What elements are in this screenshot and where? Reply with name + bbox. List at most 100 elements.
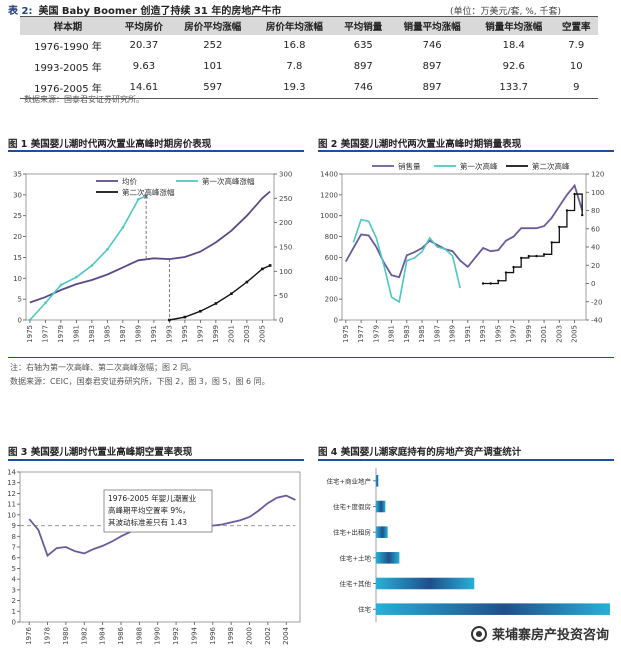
- table-source: 数据来源：国泰君安证券研究所。: [24, 95, 144, 104]
- x-tick-label: 1987: [433, 325, 441, 343]
- annotation-text: 高峰期平均空置率 9%，: [108, 505, 190, 515]
- fig3-rule: [8, 459, 304, 461]
- second-peak-point: [489, 282, 492, 285]
- bar: [376, 603, 610, 615]
- x-tick-label: 1993: [165, 325, 173, 343]
- x-tick-label: 2000: [246, 627, 254, 645]
- header-sample-period: 样本期: [20, 16, 116, 35]
- header-vacancy-rate: 空置率: [554, 16, 598, 35]
- x-tick-label: 1996: [209, 626, 217, 644]
- y-tick-label: 4: [12, 576, 17, 584]
- second-peak-point: [565, 209, 569, 212]
- x-tick-label: 1977: [357, 325, 365, 343]
- y-tick-label: 1000: [320, 212, 338, 220]
- x-tick-label: 1978: [44, 627, 52, 645]
- second-peak-point: [512, 265, 515, 269]
- y-tick-label: 400: [325, 275, 338, 283]
- header-sales-avg-growth: 销量平均涨幅: [391, 16, 473, 35]
- category-label: 住宅+出租房: [333, 528, 371, 537]
- fig2-chart: 0 200 400 600 800 1000 1200 1400 -40 -20 0 20 40 60 80…: [320, 161, 604, 343]
- second-peak-point: [580, 213, 584, 217]
- second-peak-point: [481, 282, 485, 285]
- table-row: 1976-1990 年 20.37 252 16.8 635 746 18.4 …: [20, 35, 598, 56]
- second-peak-point: [268, 264, 272, 267]
- first-peak-point: [144, 194, 148, 198]
- table-header-row: 样本期 平均房价 房价平均涨幅 房价年均涨幅 平均销量 销量平均涨幅 销量年均涨…: [20, 16, 598, 35]
- y2-tick-label: 0: [591, 280, 595, 288]
- second-peak-point: [573, 192, 576, 196]
- y-tick-label: 20: [13, 233, 22, 241]
- y2-tick-label: 50: [279, 292, 288, 300]
- fig2-rule: [318, 150, 614, 152]
- y2-tick-label: -20: [591, 298, 602, 306]
- x-tick-label: 2005: [258, 325, 266, 343]
- y2-tick-label: 100: [591, 189, 604, 197]
- category-label: 住宅+土地: [340, 553, 372, 562]
- y-tick-label: 600: [325, 254, 338, 262]
- first-peak-point: [90, 264, 94, 267]
- y-tick-label: 200: [325, 296, 338, 304]
- x-tick-label: 1987: [119, 325, 127, 343]
- second-peak-point: [183, 315, 187, 319]
- first-peak-point: [44, 301, 47, 305]
- table-cell: 1976-2005 年: [20, 77, 116, 99]
- legend-first-label: 第一次高峰: [460, 161, 498, 171]
- y2-tick-label: 40: [591, 244, 600, 252]
- second-peak-point: [230, 292, 233, 296]
- x-tick-label: 2001: [540, 325, 548, 343]
- y-tick-label: 0: [12, 619, 16, 627]
- annotation-text: 1976-2005 年婴儿潮置业: [108, 493, 197, 503]
- sales-series-line: [345, 183, 584, 279]
- table-cell: 133.7: [472, 77, 555, 99]
- legend-price-label: 均价: [122, 176, 137, 186]
- fig1-rule: [8, 150, 304, 152]
- x-tick-label: 1985: [418, 325, 426, 343]
- wechat-logo-icon: [470, 625, 487, 642]
- y-tick-label: 10: [13, 275, 22, 283]
- x-tick-label: 1977: [41, 325, 49, 343]
- y2-tick-label: 60: [591, 225, 600, 233]
- fig3-title: 图 3 美国婴儿潮时代置业高峰期空置率表现: [8, 447, 193, 458]
- table-cell: 20.37: [129, 40, 159, 51]
- x-tick-label: 1995: [494, 325, 502, 343]
- y2-tick-label: 250: [279, 195, 292, 203]
- annotation-text: 其波动标准差只有 1.43: [108, 517, 187, 527]
- second-peak-point: [214, 302, 218, 305]
- y-tick-label: 30: [13, 191, 22, 199]
- y-tick-label: 25: [13, 212, 22, 220]
- second-peak-point: [542, 253, 546, 256]
- bar: [376, 500, 386, 513]
- y2-tick-label: 100: [279, 268, 292, 276]
- fig12-bottom-rule: [8, 357, 614, 358]
- first-peak-point: [28, 318, 32, 322]
- x-tick-label: 1999: [212, 325, 220, 343]
- table-cell: 7.9: [568, 40, 585, 51]
- y-tick-label: 12: [7, 490, 16, 498]
- table-cell: 92.6: [502, 61, 525, 72]
- y-tick-label: 14: [7, 469, 16, 477]
- second-peak-point: [497, 279, 500, 282]
- x-tick-label: 1989: [449, 325, 457, 343]
- table-cell: 897: [422, 61, 442, 72]
- first-peak-marker-icon: ×: [143, 192, 150, 201]
- table-cell: 252: [203, 40, 223, 51]
- y-tick-label: 5: [12, 565, 16, 573]
- header-price-avg-growth: 房价平均涨幅: [172, 16, 254, 35]
- table-cell: 101: [203, 61, 223, 72]
- table-cell: 597: [172, 77, 254, 99]
- x-tick-label: 2004: [282, 626, 290, 644]
- x-tick-label: 1985: [103, 325, 111, 343]
- category-label: 住宅+商业地产: [327, 476, 372, 485]
- x-tick-label: 2003: [243, 325, 251, 343]
- table-cell: 1976-1990 年: [34, 42, 102, 53]
- bar: [376, 526, 388, 538]
- fig1-title: 图 1 美国婴儿潮时代两次置业高峰时期房价表现: [8, 139, 212, 150]
- table-cell: 1993-2005 年: [34, 63, 102, 74]
- second-peak-point: [535, 254, 538, 258]
- second-peak-series-line: [169, 264, 271, 321]
- second-peak-point: [558, 225, 561, 229]
- legend-second-label: 第二次高峰涨幅: [122, 187, 175, 197]
- second-peak-point: [199, 309, 202, 313]
- y2-tick-label: 0: [279, 317, 283, 325]
